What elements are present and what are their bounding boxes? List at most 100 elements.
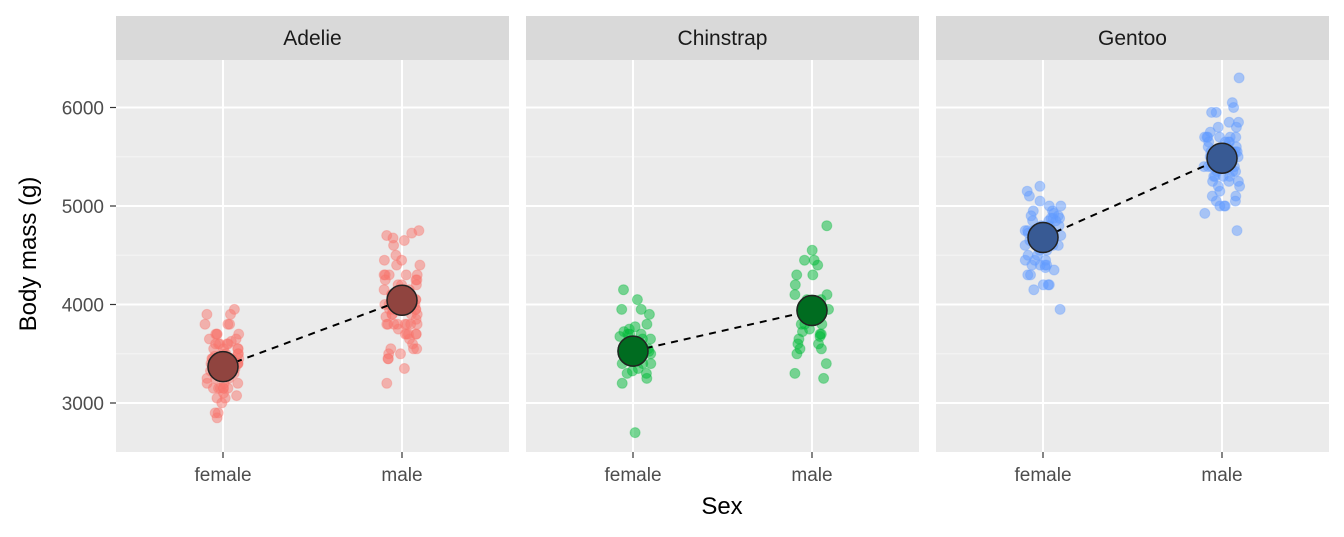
data-point-male [392, 318, 403, 330]
data-point-female [629, 321, 641, 333]
data-point-male [1206, 190, 1218, 202]
data-point-male [381, 230, 393, 241]
facet-panel-gentoo: Gentoo female male [936, 16, 1329, 486]
data-point-male [818, 372, 830, 384]
data-point-male [1199, 207, 1211, 219]
data-point-female [217, 382, 229, 394]
data-point-male [395, 348, 406, 360]
y-tick-label: 6000 [62, 99, 104, 120]
data-point-male [1219, 200, 1231, 212]
y-tick-label: 5000 [62, 197, 104, 218]
data-point-female [201, 308, 213, 320]
data-point-female [618, 284, 629, 296]
panel-background [526, 60, 919, 452]
data-point-male [396, 254, 408, 266]
data-point-male [789, 289, 801, 301]
facet-panel-adelie: Adelie female male [116, 16, 509, 486]
data-point-male [1199, 131, 1211, 143]
data-point-male [411, 343, 423, 355]
data-point-male [1206, 106, 1218, 118]
data-point-male [388, 239, 400, 251]
data-point-male [815, 343, 827, 355]
y-tick-label: 4000 [62, 296, 104, 317]
data-point-female [231, 390, 243, 402]
data-point-female [225, 308, 236, 320]
x-tick-label: male [381, 465, 422, 486]
data-point-male [410, 279, 422, 291]
data-point-female [1039, 262, 1051, 274]
data-point-female [1022, 269, 1034, 281]
data-point-male [1212, 180, 1224, 192]
data-point-male [1223, 175, 1235, 187]
data-point-male [414, 259, 426, 271]
facet-panel-chinstrap: Chinstrap female male [526, 16, 919, 486]
data-point-female [207, 382, 219, 394]
data-point-male [380, 311, 392, 323]
data-point-female [209, 407, 221, 419]
mean-marker-shade [796, 294, 828, 327]
data-point-female [626, 365, 638, 377]
data-point-male [792, 338, 804, 350]
data-point-male [812, 259, 824, 271]
data-point-female [635, 303, 647, 315]
data-point-female [211, 328, 223, 340]
data-point-female [201, 372, 213, 384]
data-point-male [400, 269, 412, 281]
data-point-male [807, 269, 819, 281]
mean-marker-shade [207, 350, 239, 383]
data-point-male [1229, 195, 1241, 207]
facet-strip-label: Gentoo [1098, 27, 1167, 50]
x-axis-title: Sex [701, 493, 742, 520]
data-point-male [410, 313, 422, 325]
data-point-male [1230, 121, 1242, 133]
mean-marker-shade [617, 335, 649, 367]
mean-line [632, 309, 813, 353]
data-point-female [222, 318, 234, 330]
mean-marker-shade [1206, 142, 1238, 174]
data-point-female [629, 427, 641, 439]
data-point-male [403, 328, 414, 340]
x-tick-label: female [1014, 465, 1071, 486]
data-point-female [1054, 303, 1066, 315]
data-point-female [230, 333, 242, 345]
data-point-female [640, 367, 652, 379]
data-point-female [1055, 200, 1067, 212]
data-point-female [643, 308, 655, 320]
data-point-male [1228, 102, 1240, 113]
data-point-female [614, 331, 626, 342]
data-point-female [1028, 284, 1040, 296]
facet-strip [936, 16, 1329, 60]
data-point-male [821, 289, 833, 301]
panel-background [116, 60, 509, 452]
y-tick-label: 3000 [62, 394, 104, 415]
data-point-female [199, 318, 211, 330]
data-point-male [814, 328, 826, 340]
data-point-male [1223, 116, 1235, 128]
data-point-female [1034, 195, 1046, 207]
x-tick-label: male [1201, 465, 1242, 486]
data-point-male [789, 367, 801, 379]
x-tick-label: female [194, 465, 251, 486]
mean-marker-shade [1027, 221, 1059, 254]
facet-strip-label: Chinstrap [678, 27, 768, 50]
data-point-male [379, 274, 391, 286]
facet-strip-label: Adelie [283, 27, 341, 50]
data-point-female [631, 294, 643, 306]
mean-line [222, 299, 403, 368]
data-point-female [1023, 190, 1035, 202]
data-point-female [1025, 210, 1037, 222]
x-tick-label: female [604, 465, 661, 486]
panel-background [936, 60, 1329, 452]
data-point-male [791, 348, 803, 360]
data-point-male [799, 254, 810, 266]
data-point-male [383, 348, 395, 360]
data-point-female [1034, 180, 1046, 192]
data-point-male [381, 377, 393, 389]
data-point-male [1212, 121, 1224, 133]
data-point-male [401, 318, 413, 330]
mean-marker-shade [386, 284, 418, 317]
data-point-female [616, 377, 628, 389]
facet-strip [526, 16, 919, 60]
